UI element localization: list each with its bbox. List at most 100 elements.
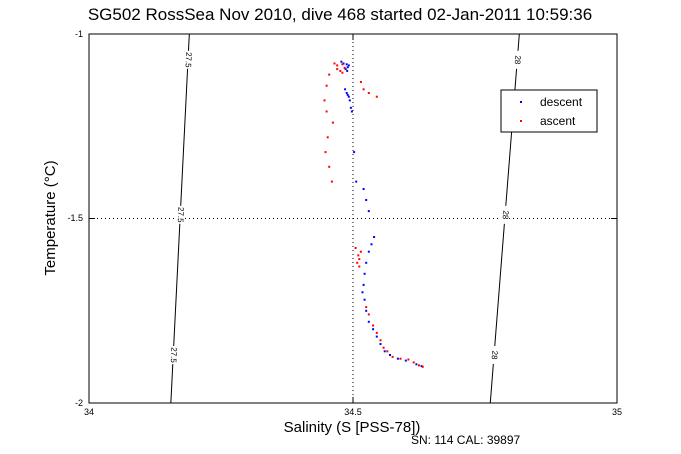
y-tick-label: -2 <box>75 398 83 408</box>
contour-label: 28 <box>501 210 511 220</box>
contour-label-background <box>513 50 522 69</box>
data-point-ascent <box>399 357 402 360</box>
data-point-descent <box>370 243 373 246</box>
data-point-ascent <box>365 306 368 309</box>
data-point-ascent <box>328 73 331 76</box>
x-tick-label: 34 <box>84 407 94 417</box>
data-point-descent <box>375 335 378 338</box>
contour-label-background <box>490 346 499 365</box>
contour-label: 27.5 <box>184 52 194 69</box>
data-point-descent <box>346 93 349 96</box>
data-point-ascent <box>341 63 344 66</box>
contour-label: 27.5 <box>176 207 186 224</box>
legend-label-descent: descent <box>540 95 583 109</box>
data-point-descent <box>344 88 347 91</box>
data-point-descent <box>347 64 350 67</box>
data-point-ascent <box>386 350 389 353</box>
data-point-ascent <box>336 68 339 71</box>
data-point-descent <box>367 250 370 253</box>
data-point-ascent <box>421 365 424 368</box>
legend-marker-descent <box>520 101 522 103</box>
data-point-ascent <box>418 364 420 367</box>
data-point-descent <box>353 151 356 154</box>
data-point-descent <box>346 66 349 69</box>
contour-label-background <box>169 346 178 365</box>
data-point-descent <box>344 68 347 71</box>
data-point-ascent <box>325 84 328 87</box>
data-point-descent <box>345 63 348 66</box>
data-point-ascent <box>357 254 360 257</box>
legend-label-ascent: ascent <box>540 114 576 128</box>
data-point-ascent <box>362 88 365 91</box>
data-point-descent <box>365 199 368 201</box>
data-point-descent <box>350 110 353 113</box>
data-point-descent <box>340 60 343 63</box>
data-point-descent <box>373 236 376 238</box>
data-point-ascent <box>333 62 336 65</box>
data-point-ascent <box>328 165 331 168</box>
data-point-ascent <box>356 261 359 264</box>
legend-marker-ascent <box>520 120 522 122</box>
data-point-descent <box>362 283 365 286</box>
data-point-descent <box>396 357 399 360</box>
data-point-ascent <box>325 110 328 113</box>
data-point-ascent <box>354 247 357 249</box>
data-point-ascent <box>375 331 378 334</box>
data-point-ascent <box>358 258 361 261</box>
data-points <box>323 60 424 368</box>
data-point-descent <box>372 328 375 331</box>
data-point-descent <box>404 359 407 362</box>
x-tick-label: 34.5 <box>344 407 362 417</box>
data-point-ascent <box>391 355 394 358</box>
data-point-ascent <box>358 265 361 268</box>
data-point-descent <box>365 261 368 264</box>
data-point-descent <box>362 188 365 190</box>
data-point-ascent <box>379 339 382 342</box>
y-tick-label: -1 <box>75 29 83 39</box>
data-point-descent <box>367 210 370 213</box>
contour-label-background <box>184 50 193 69</box>
x-tick-label: 35 <box>612 407 622 417</box>
y-tick-label: -1.5 <box>67 213 83 223</box>
data-point-ascent <box>339 69 342 72</box>
data-point-ascent <box>359 81 362 83</box>
data-point-ascent <box>412 361 415 364</box>
data-point-ascent <box>343 66 346 69</box>
data-point-descent <box>363 272 366 275</box>
contour-label: 28 <box>513 55 523 65</box>
data-point-descent <box>342 62 345 65</box>
data-point-ascent <box>359 250 362 253</box>
data-point-ascent <box>331 121 334 124</box>
data-point-ascent <box>375 95 378 98</box>
data-point-descent <box>355 180 358 183</box>
data-point-ascent <box>326 136 329 139</box>
data-point-ascent <box>324 151 327 154</box>
data-point-descent <box>347 95 350 98</box>
data-point-descent <box>365 309 368 312</box>
contour-label: 28 <box>490 350 500 360</box>
data-point-descent <box>363 298 366 301</box>
x-axis-label: Salinity (S [PSS-78]) <box>284 419 421 436</box>
data-point-ascent <box>367 313 370 316</box>
chart-title: SG502 RossSea Nov 2010, dive 468 started… <box>88 5 592 24</box>
data-point-descent <box>379 343 382 345</box>
footer-serial-cal: SN: 114 CAL: 39897 <box>411 433 521 447</box>
data-point-ascent <box>382 346 385 349</box>
data-point-ascent <box>341 71 344 74</box>
legend-box <box>500 89 598 133</box>
data-point-ascent <box>330 180 333 183</box>
data-point-descent <box>367 320 370 323</box>
data-point-descent <box>361 291 364 294</box>
data-point-ascent <box>323 99 326 102</box>
data-point-descent <box>349 106 352 109</box>
data-point-descent <box>348 99 351 102</box>
legend: descent ascent <box>500 89 598 133</box>
data-point-ascent <box>372 324 375 327</box>
data-point-descent <box>415 363 418 366</box>
data-point-ascent <box>367 92 370 94</box>
data-point-descent <box>420 365 423 368</box>
contour-label: 27.5 <box>169 347 179 364</box>
data-point-descent <box>346 69 349 72</box>
contour-label-background <box>176 205 185 224</box>
